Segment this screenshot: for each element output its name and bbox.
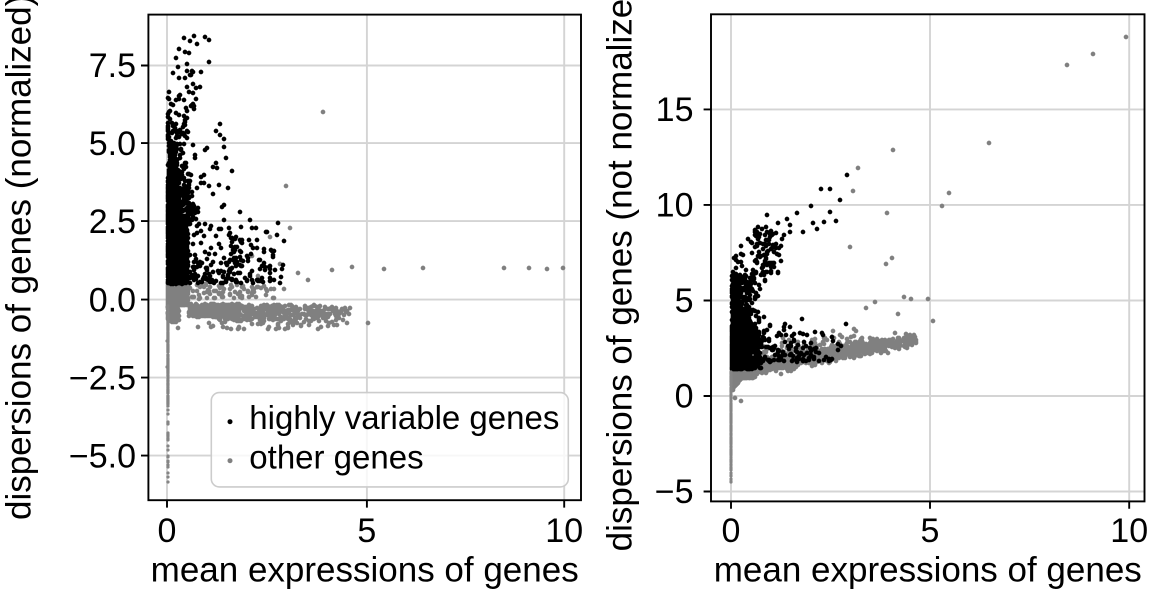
svg-text:other genes: other genes xyxy=(249,439,423,476)
svg-text:10: 10 xyxy=(545,512,583,550)
svg-text:10: 10 xyxy=(1110,512,1148,550)
svg-text:0: 0 xyxy=(158,512,177,550)
svg-text:0.0: 0.0 xyxy=(89,281,136,319)
svg-text:−5.0: −5.0 xyxy=(69,437,136,475)
svg-text:highly variable genes: highly variable genes xyxy=(249,399,559,436)
svg-text:dispersions of genes (normaliz: dispersions of genes (normalized) xyxy=(0,0,39,520)
svg-text:5.0: 5.0 xyxy=(89,125,136,163)
svg-text:0: 0 xyxy=(675,378,694,416)
svg-text:−2.5: −2.5 xyxy=(69,359,136,397)
svg-text:5: 5 xyxy=(921,512,940,550)
svg-text:0: 0 xyxy=(722,512,741,550)
svg-text:mean expressions of genes: mean expressions of genes xyxy=(714,551,1142,590)
svg-text:5: 5 xyxy=(675,282,694,320)
svg-text:15: 15 xyxy=(656,91,694,129)
svg-text:5: 5 xyxy=(357,512,376,550)
svg-text:2.5: 2.5 xyxy=(89,203,136,241)
svg-text:mean expressions of genes: mean expressions of genes xyxy=(151,551,579,590)
svg-text:−5: −5 xyxy=(655,473,694,511)
svg-text:10: 10 xyxy=(656,187,694,225)
svg-text:dispersions of genes (not norm: dispersions of genes (not normalized) xyxy=(601,0,640,551)
svg-text:7.5: 7.5 xyxy=(89,47,136,85)
